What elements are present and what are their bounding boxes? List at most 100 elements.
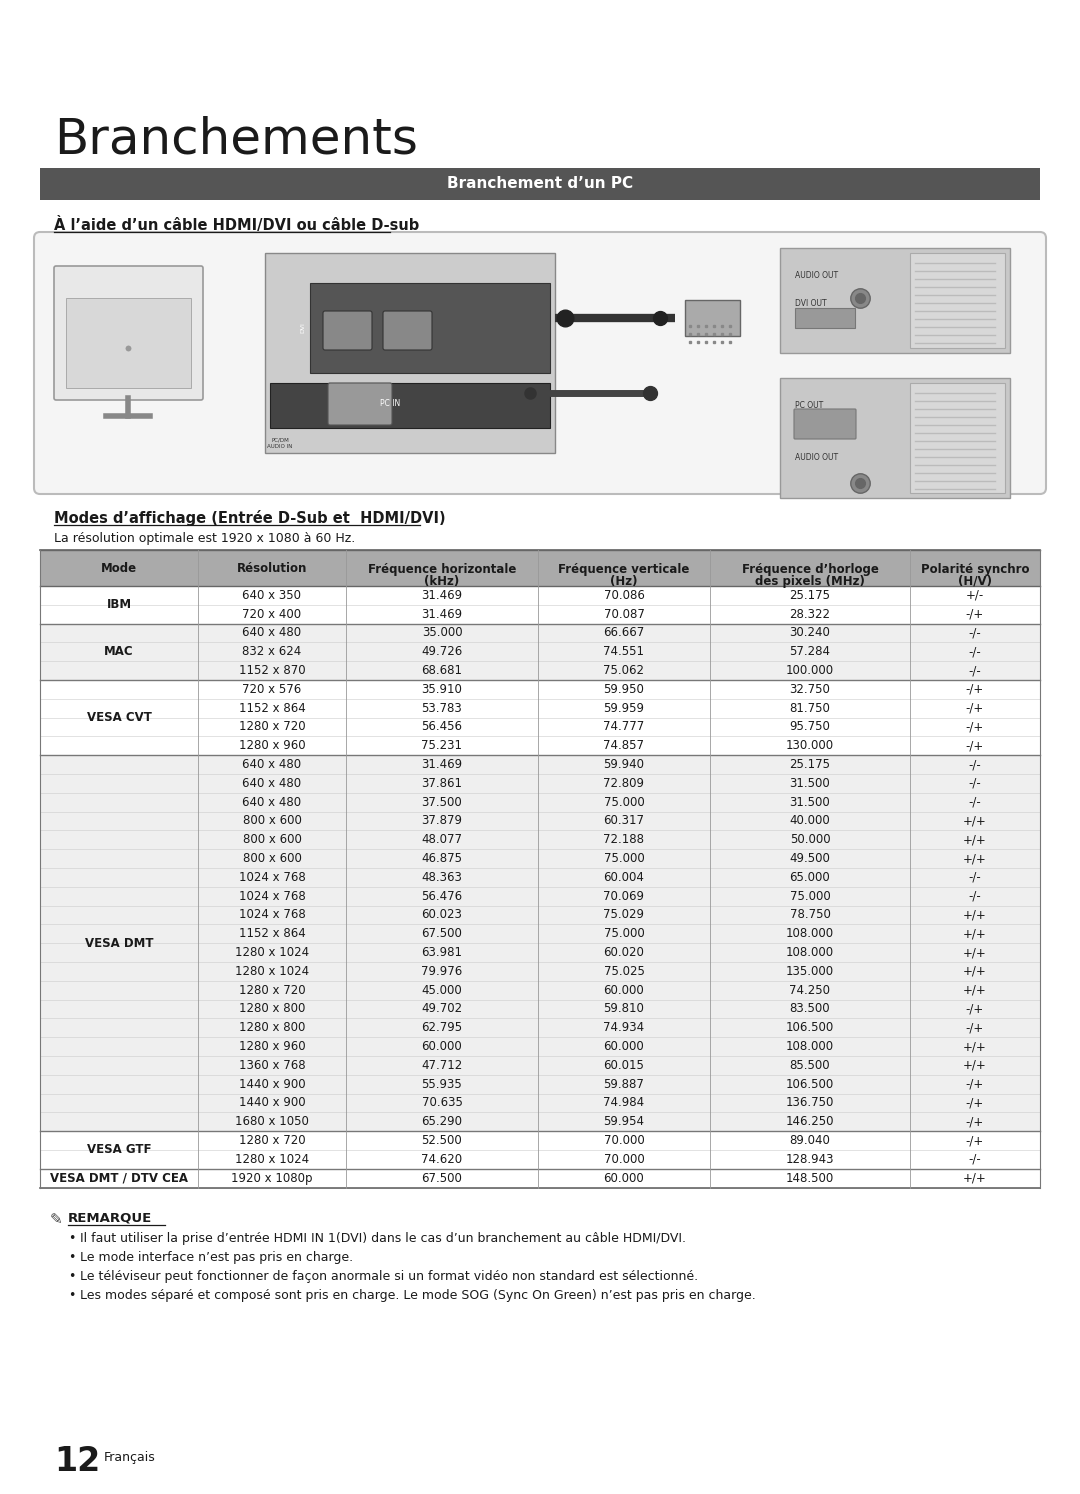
Text: À l’aide d’un câble HDMI/DVI ou câble D-sub: À l’aide d’un câble HDMI/DVI ou câble D-… bbox=[54, 217, 419, 233]
Text: 75.000: 75.000 bbox=[604, 928, 645, 940]
Bar bbox=[40, 793, 1040, 811]
Bar bbox=[40, 1094, 1040, 1113]
Bar bbox=[66, 297, 191, 388]
Bar bbox=[40, 999, 1040, 1019]
Text: -/-: -/- bbox=[969, 645, 982, 659]
Bar bbox=[40, 1037, 1040, 1056]
Text: -/+: -/+ bbox=[966, 1002, 984, 1016]
Bar bbox=[40, 980, 1040, 999]
Text: 72.809: 72.809 bbox=[604, 777, 645, 790]
Text: 25.175: 25.175 bbox=[789, 757, 831, 771]
Text: 640 x 480: 640 x 480 bbox=[242, 757, 301, 771]
Text: -/-: -/- bbox=[969, 665, 982, 677]
Text: 74.777: 74.777 bbox=[604, 720, 645, 734]
Text: 1680 x 1050: 1680 x 1050 bbox=[235, 1116, 309, 1128]
Text: 720 x 400: 720 x 400 bbox=[242, 608, 301, 620]
Bar bbox=[685, 300, 740, 336]
Text: 1280 x 800: 1280 x 800 bbox=[239, 1002, 306, 1016]
Text: 81.750: 81.750 bbox=[789, 702, 831, 714]
Text: 108.000: 108.000 bbox=[786, 946, 834, 959]
Text: (H/V): (H/V) bbox=[958, 575, 993, 589]
Bar bbox=[40, 717, 1040, 737]
Text: Polarité synchro: Polarité synchro bbox=[921, 563, 1029, 577]
Text: 60.000: 60.000 bbox=[604, 1040, 645, 1053]
Bar bbox=[40, 849, 1040, 868]
FancyBboxPatch shape bbox=[383, 311, 432, 350]
Text: 31.469: 31.469 bbox=[421, 757, 462, 771]
Bar bbox=[40, 1019, 1040, 1037]
Text: 31.469: 31.469 bbox=[421, 589, 462, 602]
Text: 50.000: 50.000 bbox=[789, 834, 831, 846]
Text: DVI OUT: DVI OUT bbox=[795, 299, 826, 308]
Text: 1440 x 900: 1440 x 900 bbox=[239, 1097, 306, 1110]
Text: 66.667: 66.667 bbox=[604, 626, 645, 639]
Text: 56.456: 56.456 bbox=[421, 720, 462, 734]
Text: 53.783: 53.783 bbox=[421, 702, 462, 714]
Text: Le téléviseur peut fonctionner de façon anormale si un format vidéo non standard: Le téléviseur peut fonctionner de façon … bbox=[80, 1270, 698, 1283]
Text: 31.500: 31.500 bbox=[789, 777, 831, 790]
Text: •: • bbox=[68, 1289, 76, 1301]
Text: 60.000: 60.000 bbox=[421, 1040, 462, 1053]
Text: 67.500: 67.500 bbox=[421, 928, 462, 940]
Bar bbox=[40, 1113, 1040, 1131]
Text: 1440 x 900: 1440 x 900 bbox=[239, 1077, 306, 1091]
Text: REMARQUE: REMARQUE bbox=[68, 1212, 152, 1225]
Text: 40.000: 40.000 bbox=[789, 814, 831, 828]
Text: -/-: -/- bbox=[969, 871, 982, 884]
Text: -/-: -/- bbox=[969, 796, 982, 808]
Text: 83.500: 83.500 bbox=[789, 1002, 831, 1016]
Bar bbox=[780, 378, 1010, 498]
Text: -/+: -/+ bbox=[966, 1077, 984, 1091]
Text: 67.500: 67.500 bbox=[421, 1171, 462, 1185]
Text: 75.029: 75.029 bbox=[604, 908, 645, 922]
Text: 148.500: 148.500 bbox=[786, 1171, 834, 1185]
Text: 57.284: 57.284 bbox=[789, 645, 831, 659]
Text: 55.935: 55.935 bbox=[421, 1077, 462, 1091]
Text: 100.000: 100.000 bbox=[786, 665, 834, 677]
Text: La résolution optimale est 1920 x 1080 à 60 Hz.: La résolution optimale est 1920 x 1080 à… bbox=[54, 532, 355, 545]
Text: 70.086: 70.086 bbox=[604, 589, 645, 602]
Text: 800 x 600: 800 x 600 bbox=[243, 852, 301, 865]
Bar bbox=[795, 308, 855, 329]
Text: 640 x 480: 640 x 480 bbox=[242, 796, 301, 808]
Text: 60.317: 60.317 bbox=[604, 814, 645, 828]
Text: Fréquence d’horloge: Fréquence d’horloge bbox=[742, 563, 878, 577]
Text: 59.940: 59.940 bbox=[604, 757, 645, 771]
Text: AUDIO OUT: AUDIO OUT bbox=[795, 272, 838, 281]
Bar bbox=[40, 737, 1040, 754]
Bar bbox=[40, 642, 1040, 662]
Text: 52.500: 52.500 bbox=[421, 1134, 462, 1147]
Text: +/+: +/+ bbox=[963, 983, 987, 996]
Text: 60.023: 60.023 bbox=[421, 908, 462, 922]
Text: Les modes séparé et composé sont pris en charge. Le mode SOG (Sync On Green) n’e: Les modes séparé et composé sont pris en… bbox=[80, 1289, 756, 1301]
Text: 37.879: 37.879 bbox=[421, 814, 462, 828]
Text: +/+: +/+ bbox=[963, 834, 987, 846]
Text: VESA DMT: VESA DMT bbox=[84, 937, 153, 950]
Text: 70.635: 70.635 bbox=[421, 1097, 462, 1110]
Text: 70.000: 70.000 bbox=[604, 1153, 645, 1165]
Text: 70.000: 70.000 bbox=[604, 1134, 645, 1147]
Text: 75.000: 75.000 bbox=[604, 796, 645, 808]
Text: 130.000: 130.000 bbox=[786, 740, 834, 753]
Text: 832 x 624: 832 x 624 bbox=[242, 645, 301, 659]
Text: 146.250: 146.250 bbox=[786, 1116, 834, 1128]
Text: 1024 x 768: 1024 x 768 bbox=[239, 890, 306, 902]
Bar bbox=[40, 605, 1040, 623]
Text: 1280 x 800: 1280 x 800 bbox=[239, 1022, 306, 1034]
Text: 1280 x 720: 1280 x 720 bbox=[239, 983, 306, 996]
Text: +/+: +/+ bbox=[963, 965, 987, 979]
Text: 70.087: 70.087 bbox=[604, 608, 645, 620]
Bar bbox=[780, 248, 1010, 353]
Text: ✎: ✎ bbox=[50, 1212, 63, 1227]
Bar bbox=[910, 252, 1005, 348]
Text: -/+: -/+ bbox=[966, 702, 984, 714]
Text: 1280 x 960: 1280 x 960 bbox=[239, 740, 306, 753]
Text: -/+: -/+ bbox=[966, 1097, 984, 1110]
Text: Branchement d’un PC: Branchement d’un PC bbox=[447, 176, 633, 191]
Bar bbox=[40, 1056, 1040, 1074]
Text: VESA GTF: VESA GTF bbox=[86, 1143, 151, 1156]
Text: 56.476: 56.476 bbox=[421, 890, 462, 902]
Bar bbox=[40, 586, 1040, 605]
FancyBboxPatch shape bbox=[794, 409, 856, 439]
Text: 75.062: 75.062 bbox=[604, 665, 645, 677]
